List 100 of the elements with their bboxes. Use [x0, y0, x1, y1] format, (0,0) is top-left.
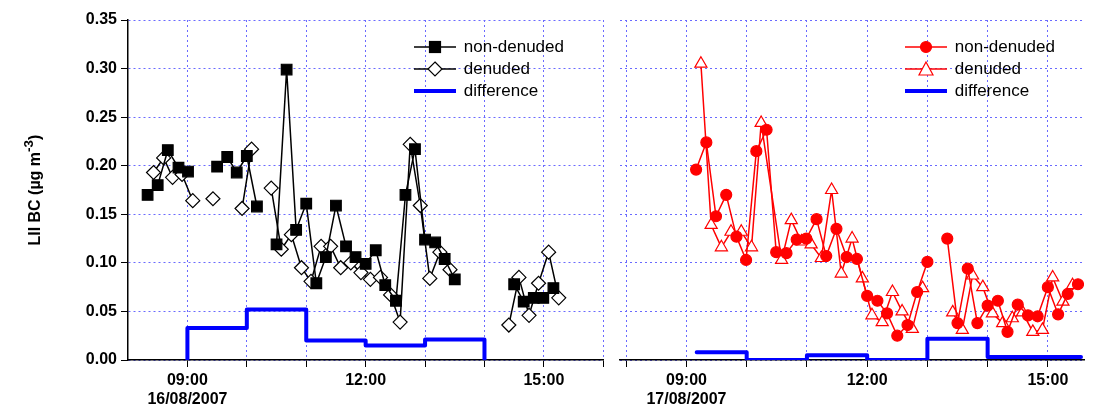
legend-label: difference: [954, 80, 1030, 102]
point: [875, 314, 889, 327]
y-tick-label: 0.35: [85, 10, 118, 28]
point: [359, 257, 372, 270]
point: [824, 182, 839, 195]
point: [1035, 322, 1050, 334]
point: [784, 212, 798, 225]
point: [438, 253, 451, 265]
point: [541, 244, 557, 260]
point: [141, 188, 154, 201]
point: [845, 230, 859, 243]
point: [448, 273, 461, 286]
x-tick-label: 15:00: [523, 371, 565, 389]
point: [530, 275, 547, 291]
x-tick-label: 09:00 17/08/2007: [646, 371, 727, 408]
point: [221, 151, 234, 163]
point: [961, 262, 974, 275]
point: [145, 164, 162, 181]
point: [911, 285, 924, 299]
point: [865, 307, 879, 320]
point: [790, 233, 803, 246]
point: [820, 249, 833, 263]
point: [750, 145, 763, 158]
point: [704, 217, 718, 230]
point: [263, 180, 279, 196]
point: [547, 282, 560, 295]
point: [885, 284, 900, 297]
point: [921, 255, 934, 268]
point: [834, 265, 848, 278]
point: [1046, 269, 1060, 282]
legend-label: non-denuded: [463, 36, 564, 58]
y-tick-label: 0.10: [85, 253, 118, 271]
point: [399, 188, 412, 201]
point: [1021, 309, 1035, 322]
point: [991, 294, 1004, 307]
point: [1001, 325, 1014, 338]
point: [333, 260, 349, 276]
y-tick-label: 0.05: [85, 301, 118, 319]
x-tick-label: 15:00: [1027, 371, 1069, 389]
point: [780, 247, 793, 260]
point: [714, 239, 729, 252]
point: [861, 289, 874, 302]
point: [340, 240, 352, 253]
point: [270, 238, 283, 251]
point: [205, 191, 221, 207]
point: [1026, 324, 1040, 336]
point: [349, 251, 362, 263]
point: [300, 197, 313, 210]
point: [971, 316, 984, 330]
point: [694, 56, 708, 68]
point: [850, 252, 864, 266]
point: [234, 200, 250, 217]
point: [770, 246, 783, 259]
point: [895, 303, 909, 316]
point: [700, 136, 713, 149]
point: [941, 232, 954, 245]
y-tick-label: 0.25: [85, 107, 118, 125]
point: [280, 63, 293, 76]
point: [800, 232, 813, 245]
point: [369, 244, 382, 257]
point: [709, 210, 723, 223]
point: [951, 316, 964, 330]
point: [537, 291, 550, 304]
point: [810, 213, 823, 226]
y-tick-label: 0.20: [85, 156, 118, 174]
point: [240, 150, 253, 162]
point: [760, 123, 773, 136]
point: [976, 279, 990, 292]
point: [319, 251, 332, 263]
point: [290, 223, 303, 236]
point: [185, 193, 201, 209]
point: [690, 163, 703, 176]
point: [1011, 298, 1024, 311]
y-tick-label: 0.15: [85, 204, 118, 222]
point: [551, 290, 567, 306]
legend-label: denuded: [463, 58, 530, 80]
x-tick-label: 12:00: [846, 371, 888, 389]
y-tick-label: 0.00: [85, 350, 118, 368]
point: [891, 329, 904, 342]
point: [901, 318, 914, 332]
point: [429, 236, 442, 249]
legend-label: denuded: [954, 58, 1021, 80]
point: [409, 143, 421, 156]
point: [151, 179, 164, 192]
point: [392, 314, 408, 330]
point: [720, 188, 733, 201]
point: [293, 260, 310, 276]
point: [310, 277, 323, 290]
point: [981, 299, 994, 312]
point: [251, 200, 263, 213]
point: [830, 222, 843, 235]
x-tick-label: 12:00: [345, 371, 387, 389]
point: [517, 295, 530, 308]
legend-label: non-denuded: [954, 36, 1055, 58]
point: [211, 160, 224, 173]
point: [422, 270, 438, 286]
point: [330, 199, 342, 212]
point: [880, 307, 894, 320]
point: [1052, 308, 1065, 321]
point: [501, 317, 517, 333]
